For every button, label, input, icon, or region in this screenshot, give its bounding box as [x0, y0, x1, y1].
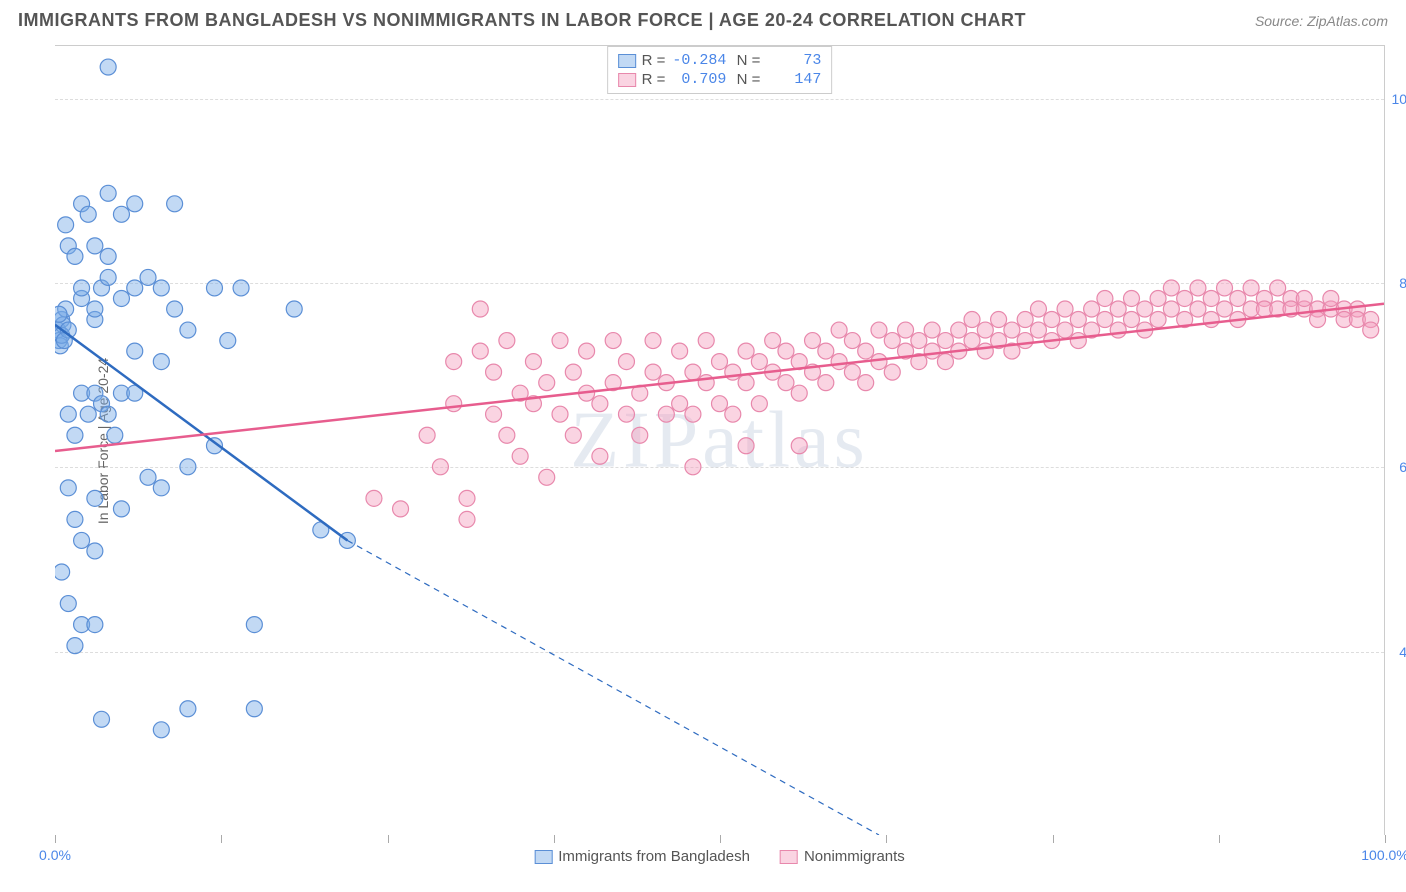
chart-title: IMMIGRANTS FROM BANGLADESH VS NONIMMIGRA…: [18, 10, 1026, 31]
stat-value-r2: 0.709: [671, 71, 726, 88]
stat-label-r: R =: [642, 71, 666, 88]
swatch-bottom-2: [780, 850, 798, 864]
x-tick-label: 0.0%: [39, 847, 71, 863]
title-bar: IMMIGRANTS FROM BANGLADESH VS NONIMMIGRA…: [18, 10, 1388, 31]
y-tick-label: 100.0%: [1392, 91, 1406, 107]
swatch-bottom-1: [534, 850, 552, 864]
legend-item-1: Immigrants from Bangladesh: [534, 848, 750, 865]
stat-label-n: N =: [732, 52, 760, 69]
stat-value-n2: 147: [766, 71, 821, 88]
stat-value-r1: -0.284: [671, 52, 726, 69]
y-tick-label: 82.5%: [1399, 275, 1406, 291]
legend-bottom: Immigrants from Bangladesh Nonimmigrants: [534, 848, 905, 865]
swatch-series-1: [618, 54, 636, 68]
y-tick-label: 47.5%: [1399, 644, 1406, 660]
legend-label-1: Immigrants from Bangladesh: [558, 848, 750, 865]
legend-row-1: R = -0.284 N = 73: [618, 51, 822, 70]
stat-label-n: N =: [732, 71, 760, 88]
source-label: Source: ZipAtlas.com: [1255, 13, 1388, 29]
stat-label-r: R =: [642, 52, 666, 69]
x-tick-label: 100.0%: [1361, 847, 1406, 863]
plot-svg: [55, 46, 1384, 835]
y-tick-label: 65.0%: [1399, 459, 1406, 475]
stat-value-n1: 73: [766, 52, 821, 69]
legend-row-2: R = 0.709 N = 147: [618, 70, 822, 89]
legend-label-2: Nonimmigrants: [804, 848, 905, 865]
legend-item-2: Nonimmigrants: [780, 848, 905, 865]
legend-stats: R = -0.284 N = 73 R = 0.709 N = 147: [607, 46, 833, 94]
swatch-series-2: [618, 73, 636, 87]
chart-area: In Labor Force | Age 20-24 ZIPatlas 47.5…: [55, 45, 1385, 835]
